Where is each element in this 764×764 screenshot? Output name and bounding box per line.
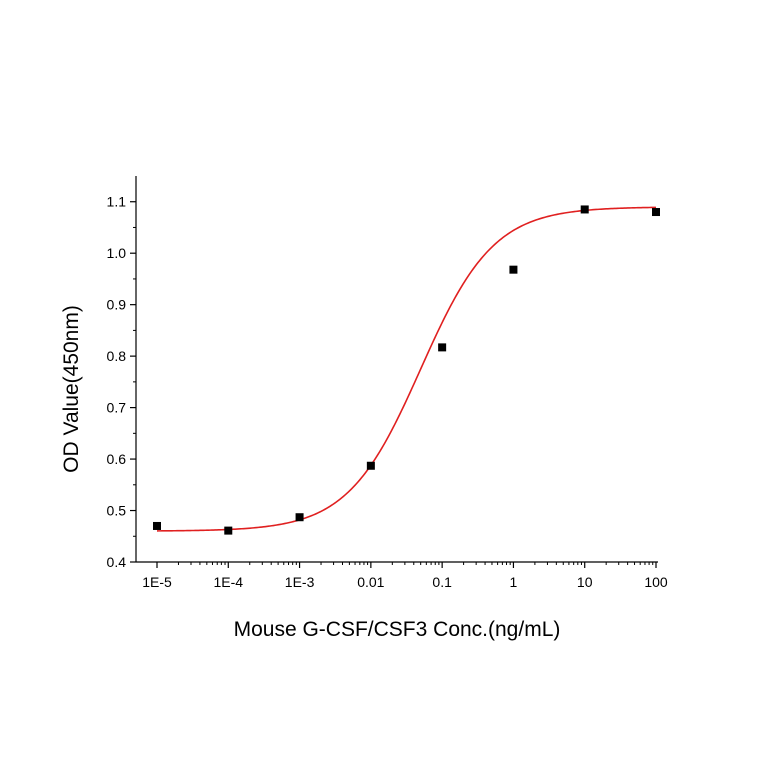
x-axis-title: Mouse G-CSF/CSF3 Conc.(ng/mL) [234,618,561,641]
data-point [295,513,304,522]
x-tick-label: 1E-3 [285,574,315,590]
data-point [438,343,447,352]
y-tick-label: 0.8 [107,348,127,364]
x-tick-label: 0.01 [357,574,384,590]
data-point [224,526,233,535]
y-tick-label: 0.7 [107,400,127,416]
y-tick-label: 1.1 [107,194,127,210]
x-tick-label: 1E-5 [142,574,172,590]
y-tick-label: 0.9 [107,297,127,313]
y-axis-title: OD Value(450nm) [60,305,83,473]
data-point [366,461,375,470]
x-tick-label: 100 [644,574,668,590]
y-tick-label: 1.0 [107,245,127,261]
data-point [509,265,518,274]
x-tick-label: 1E-4 [213,574,243,590]
x-tick-label: 1 [510,574,518,590]
ticks: 0.4 0.5 0.6 0.7 0.8 0.9 1.0 1.1 1E-5 1E-4 1E-3 0.01… [107,194,668,590]
fit-curve [156,206,657,532]
y-tick-label: 0.5 [107,503,127,519]
y-tick-label: 0.4 [107,554,127,570]
data-point [652,208,660,217]
data-point [153,521,161,530]
x-tick-label: 10 [577,574,593,590]
data-points [153,205,660,535]
fit-curve-layer [156,206,657,532]
axes [135,176,658,563]
data-point [580,205,589,214]
x-tick-label: 0.1 [432,574,452,590]
y-tick-label: 0.6 [107,451,127,467]
